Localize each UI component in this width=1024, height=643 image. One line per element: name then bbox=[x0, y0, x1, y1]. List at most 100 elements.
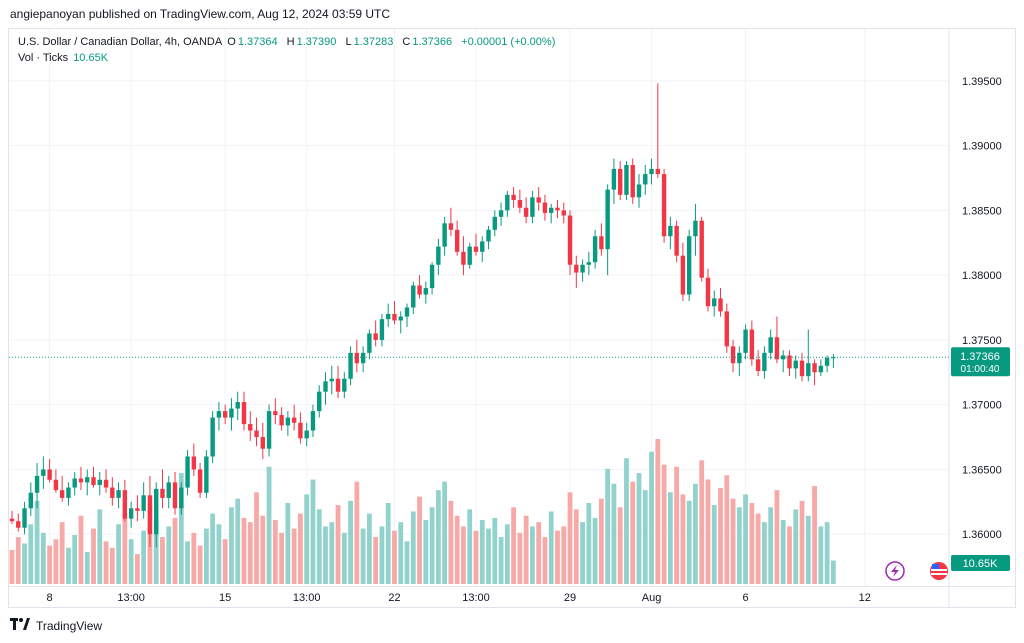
candle-body bbox=[442, 223, 447, 247]
volume-bar bbox=[793, 509, 799, 584]
symbol-title[interactable]: U.S. Dollar / Canadian Dollar, 4h, OANDA bbox=[18, 36, 223, 48]
volume-bar bbox=[298, 513, 303, 584]
y-tick-label: 1.39000 bbox=[962, 141, 1002, 153]
volume-bar bbox=[191, 532, 197, 584]
candle-body bbox=[643, 174, 648, 185]
volume-bar bbox=[768, 507, 774, 584]
candle-body bbox=[737, 352, 742, 364]
volume-label[interactable]: Vol · Ticks bbox=[18, 52, 69, 64]
candle-body bbox=[530, 197, 535, 217]
candle-body bbox=[467, 246, 472, 265]
candle-body bbox=[436, 246, 441, 265]
candle-body bbox=[480, 241, 485, 252]
volume-bar bbox=[649, 451, 654, 584]
volume-bar bbox=[461, 526, 466, 584]
volume-bar bbox=[72, 534, 78, 584]
volume-bar bbox=[511, 507, 516, 584]
flag-stripe bbox=[931, 573, 947, 575]
change-value: +0.00001 (+0.00%) bbox=[461, 36, 556, 48]
volume-bar bbox=[705, 479, 711, 584]
volume-bar bbox=[210, 513, 216, 584]
y-tick-label: 1.39500 bbox=[962, 76, 1002, 88]
candle-body bbox=[116, 490, 121, 498]
volume-bar bbox=[316, 509, 322, 584]
flag-stripe bbox=[931, 569, 947, 571]
candle-body bbox=[668, 225, 673, 237]
candle-body bbox=[492, 216, 497, 230]
volume-bar bbox=[573, 509, 579, 584]
chart-frame[interactable] bbox=[8, 28, 1016, 608]
candle-body bbox=[561, 210, 566, 216]
volume-bar bbox=[736, 507, 742, 584]
candle-body bbox=[103, 479, 109, 488]
volume-bar bbox=[442, 481, 448, 584]
candle-body bbox=[22, 508, 27, 528]
volume-bar bbox=[492, 517, 498, 584]
candle-body bbox=[291, 417, 297, 423]
candle-body bbox=[718, 298, 723, 312]
candle-body bbox=[373, 333, 378, 340]
volume-bar bbox=[686, 500, 692, 584]
candle-body bbox=[605, 189, 610, 250]
volume-bar bbox=[755, 513, 761, 584]
candle-body bbox=[122, 490, 128, 519]
flag-canton bbox=[932, 564, 939, 569]
volume-bar bbox=[203, 528, 209, 584]
candle-body bbox=[799, 360, 805, 377]
volume-bar bbox=[373, 537, 379, 584]
volume-bar bbox=[247, 522, 253, 584]
candle-body bbox=[542, 202, 548, 213]
candle-body bbox=[511, 194, 516, 200]
candle-body bbox=[128, 508, 134, 519]
volume-bar bbox=[812, 485, 817, 584]
volume-bar bbox=[59, 522, 65, 584]
candle-body bbox=[592, 236, 598, 263]
candle-body bbox=[423, 288, 429, 295]
candle-body bbox=[66, 487, 71, 498]
candle-body bbox=[392, 313, 397, 321]
candle-body bbox=[486, 229, 491, 242]
volume-bar bbox=[580, 522, 585, 584]
volume-bar bbox=[222, 539, 228, 584]
candle-body bbox=[34, 475, 40, 493]
footer-brand[interactable]: TradingView bbox=[36, 618, 103, 633]
candle-body bbox=[404, 307, 410, 317]
candle-body bbox=[699, 220, 704, 278]
volume-bar bbox=[674, 466, 680, 584]
candle-body bbox=[831, 357, 836, 359]
volume-bar bbox=[103, 541, 109, 584]
y-tick-label: 1.38000 bbox=[962, 270, 1002, 282]
candle-body bbox=[273, 411, 278, 416]
volume-bar bbox=[185, 541, 190, 584]
volume-bar bbox=[661, 464, 667, 584]
volume-bar bbox=[693, 483, 698, 584]
x-tick-label: 13:00 bbox=[462, 592, 490, 604]
candle-body bbox=[473, 246, 479, 252]
candle-body bbox=[379, 319, 385, 340]
candle-body bbox=[260, 437, 265, 449]
volume-bar bbox=[774, 490, 780, 584]
candle-body bbox=[254, 430, 259, 438]
candle-body bbox=[686, 236, 692, 295]
volume-bar bbox=[229, 507, 234, 584]
close-value: 1.37366 bbox=[412, 36, 453, 48]
volume-bar bbox=[780, 520, 786, 584]
volume-bar bbox=[454, 515, 460, 584]
open-label: O bbox=[227, 36, 236, 48]
candle-body bbox=[580, 264, 585, 273]
volume-bar bbox=[636, 473, 642, 584]
volume-bar bbox=[724, 475, 730, 584]
ohlc-row: U.S. Dollar / Canadian Dollar, 4h, OANDA… bbox=[18, 34, 561, 50]
volume-bar bbox=[241, 517, 247, 584]
volume-bar bbox=[830, 560, 836, 584]
candle-body bbox=[586, 262, 592, 265]
candle-body bbox=[53, 479, 59, 491]
volume-bar bbox=[787, 526, 792, 584]
candle-body bbox=[185, 456, 190, 488]
volume-bar bbox=[555, 530, 560, 584]
open-value: 1.37364 bbox=[237, 36, 278, 48]
tradingview-logo-icon bbox=[10, 618, 30, 633]
volume-bar bbox=[749, 502, 755, 584]
volume-bar bbox=[567, 492, 573, 584]
